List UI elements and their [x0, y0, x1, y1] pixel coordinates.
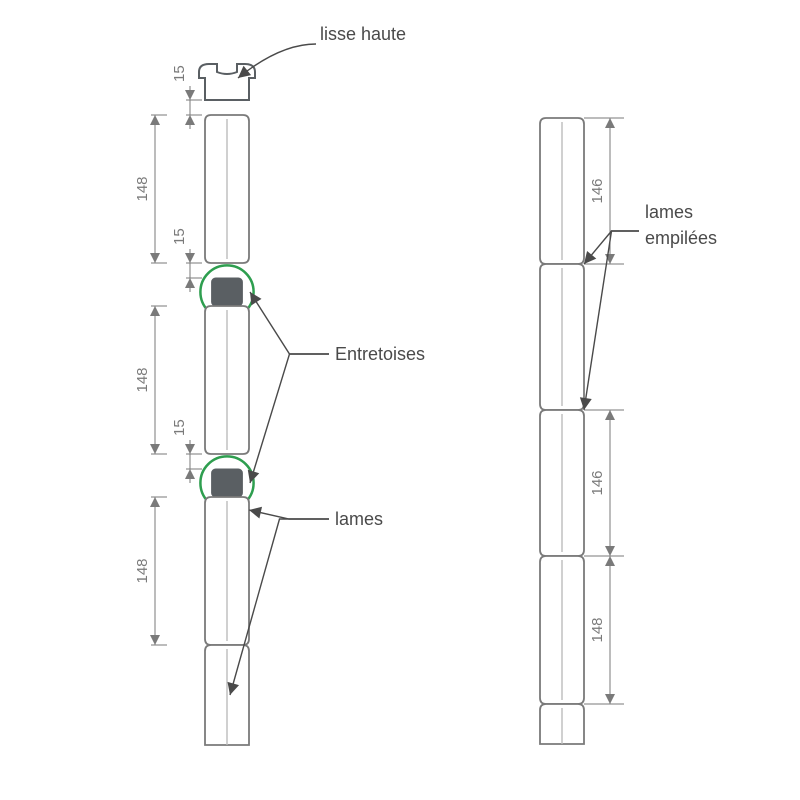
dimension-value: 15	[171, 65, 188, 82]
dimension-value: 148	[589, 617, 606, 642]
dimension-value: 15	[171, 228, 188, 245]
label-entretoises: Entretoises	[335, 344, 425, 364]
dimension-value: 146	[589, 470, 606, 495]
dimension-value: 148	[134, 558, 151, 583]
top-rail-profile	[199, 64, 255, 100]
label-lames-empilees-2: empilées	[645, 228, 717, 248]
technical-drawing: 148 148 148 15 15 15 146 146 148 lisse haute Entre…	[0, 0, 800, 800]
dimension-value: 146	[589, 178, 606, 203]
label-lames-empilees-1: lames	[645, 202, 693, 222]
dimension-value: 148	[134, 176, 151, 201]
label-lisse-haute: lisse haute	[320, 24, 406, 44]
dimension-value: 148	[134, 367, 151, 392]
label-lames: lames	[335, 509, 383, 529]
spacer	[212, 278, 243, 306]
dimension-value: 15	[171, 419, 188, 436]
spacer	[212, 469, 243, 497]
